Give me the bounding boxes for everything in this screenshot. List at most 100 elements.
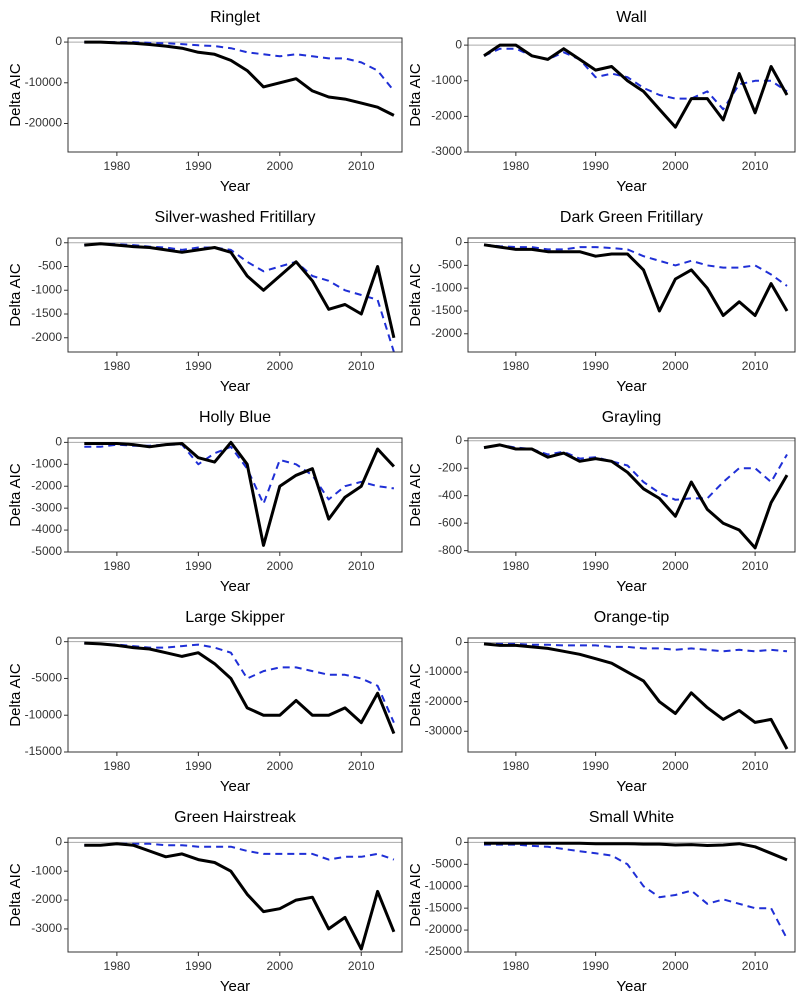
series-line xyxy=(484,843,788,940)
y-axis-label: Delta AIC xyxy=(7,63,24,127)
x-tick-label: 1980 xyxy=(503,559,530,573)
y-tick-label: -500 xyxy=(438,258,462,272)
x-tick-label: 2010 xyxy=(348,559,375,573)
x-tick-label: 1980 xyxy=(104,359,131,373)
y-tick-label: -600 xyxy=(438,515,462,529)
x-axis-label: Year xyxy=(220,978,250,995)
x-tick-label: 2000 xyxy=(662,559,689,573)
y-tick-label: -15000 xyxy=(25,744,63,758)
y-tick-label: -15000 xyxy=(425,900,463,914)
series-line xyxy=(484,642,788,653)
plot-frame xyxy=(67,37,403,153)
y-tick-label: -2000 xyxy=(31,892,62,906)
panel: Wall Year Delta AIC 0 -1000 -2000 -3000 1980 199… xyxy=(407,9,796,195)
y-tick-label: -1000 xyxy=(31,863,62,877)
x-tick-label: 1990 xyxy=(185,359,212,373)
x-tick-label: 2000 xyxy=(266,959,293,973)
y-tick-label: -2000 xyxy=(431,109,462,123)
y-tick-label: 0 xyxy=(55,435,62,449)
y-axis-label: Delta AIC xyxy=(407,663,424,727)
y-tick-label: -20000 xyxy=(425,694,463,708)
x-axis-label: Year xyxy=(220,378,250,395)
y-tick-label: -10000 xyxy=(25,75,63,89)
plot-frame xyxy=(467,837,796,953)
y-tick-label: 0 xyxy=(455,235,462,249)
x-tick-label: 1980 xyxy=(503,159,530,173)
x-axis-label: Year xyxy=(616,578,646,595)
x-tick-label: 2010 xyxy=(742,759,769,773)
y-axis-label: Delta AIC xyxy=(407,863,424,927)
x-tick-label: 1980 xyxy=(104,559,131,573)
plot-frame xyxy=(467,437,796,553)
y-tick-label: -10000 xyxy=(25,707,63,721)
series-line xyxy=(483,642,789,750)
panel: Ringlet Year Delta AIC 0 -10000 -20000 1980 199… xyxy=(7,9,403,195)
series-line xyxy=(84,641,396,735)
panel: Large Skipper Year Delta AIC 0 -5000 -10000 -1… xyxy=(7,609,403,795)
panel-title: Silver-washed Fritillary xyxy=(155,209,316,226)
panel: Green Hairstreak Year Delta AIC 0 -1000 -2000… xyxy=(7,809,403,995)
series-line xyxy=(483,443,789,550)
x-tick-label: 2000 xyxy=(662,159,689,173)
y-tick-label: -5000 xyxy=(431,856,462,870)
y-tick-label: -500 xyxy=(38,259,62,273)
y-tick-label: -10000 xyxy=(425,878,463,892)
panel: Grayling Year Delta AIC 0 -200 -400 -600 -800 19… xyxy=(407,409,796,595)
x-tick-label: 2000 xyxy=(266,159,293,173)
x-tick-label: 2010 xyxy=(742,959,769,973)
x-tick-label: 1980 xyxy=(503,959,530,973)
panel-title: Grayling xyxy=(602,409,662,426)
x-tick-label: 1990 xyxy=(582,959,609,973)
y-axis-label: Delta AIC xyxy=(407,463,424,527)
plot-frame xyxy=(67,837,403,953)
x-axis-label: Year xyxy=(616,378,646,395)
y-tick-label: -2000 xyxy=(31,330,62,344)
y-axis-label: Delta AIC xyxy=(407,263,424,327)
plot-frame xyxy=(67,237,403,353)
x-tick-label: 1990 xyxy=(185,559,212,573)
x-tick-label: 1990 xyxy=(582,759,609,773)
y-tick-label: -20000 xyxy=(425,922,463,936)
y-tick-label: -3000 xyxy=(431,144,462,158)
y-tick-label: -1500 xyxy=(31,306,62,320)
series-line xyxy=(84,440,395,547)
x-tick-label: 2010 xyxy=(742,359,769,373)
y-axis-label: Delta AIC xyxy=(7,263,24,327)
series-line xyxy=(84,842,395,861)
y-axis-label: Delta AIC xyxy=(7,863,24,927)
y-tick-label: -400 xyxy=(438,488,462,502)
y-tick-label: 0 xyxy=(55,634,62,648)
y-tick-label: -2000 xyxy=(31,478,62,492)
y-tick-label: -25000 xyxy=(425,944,463,958)
x-tick-label: 1990 xyxy=(185,159,212,173)
x-tick-label: 1990 xyxy=(582,159,609,173)
panel-title: Orange-tip xyxy=(594,609,670,626)
series-line xyxy=(483,43,789,129)
x-axis-label: Year xyxy=(220,578,250,595)
x-tick-label: 1990 xyxy=(582,359,609,373)
series-line xyxy=(484,841,788,862)
y-tick-label: -30000 xyxy=(425,723,463,737)
y-tick-label: -5000 xyxy=(31,671,62,685)
plot-frame xyxy=(467,237,796,353)
x-tick-label: 2000 xyxy=(662,759,689,773)
panel-title: Green Hairstreak xyxy=(174,809,297,826)
panel-title: Wall xyxy=(616,9,647,26)
panel-title: Small White xyxy=(589,809,674,826)
y-tick-label: -1000 xyxy=(431,280,462,294)
y-tick-label: -3000 xyxy=(31,500,62,514)
series-line xyxy=(483,243,789,317)
y-tick-label: -5000 xyxy=(31,544,62,558)
x-axis-label: Year xyxy=(616,978,646,995)
x-tick-label: 2000 xyxy=(662,959,689,973)
y-tick-label: -10000 xyxy=(425,664,463,678)
x-tick-label: 2010 xyxy=(742,559,769,573)
y-tick-label: 0 xyxy=(455,433,462,447)
series-line xyxy=(84,242,396,339)
y-tick-label: -1000 xyxy=(431,73,462,87)
panel-title: Holly Blue xyxy=(199,409,271,426)
y-tick-label: -200 xyxy=(438,460,462,474)
x-tick-label: 1990 xyxy=(185,759,212,773)
panel-title: Dark Green Fritillary xyxy=(560,209,703,226)
